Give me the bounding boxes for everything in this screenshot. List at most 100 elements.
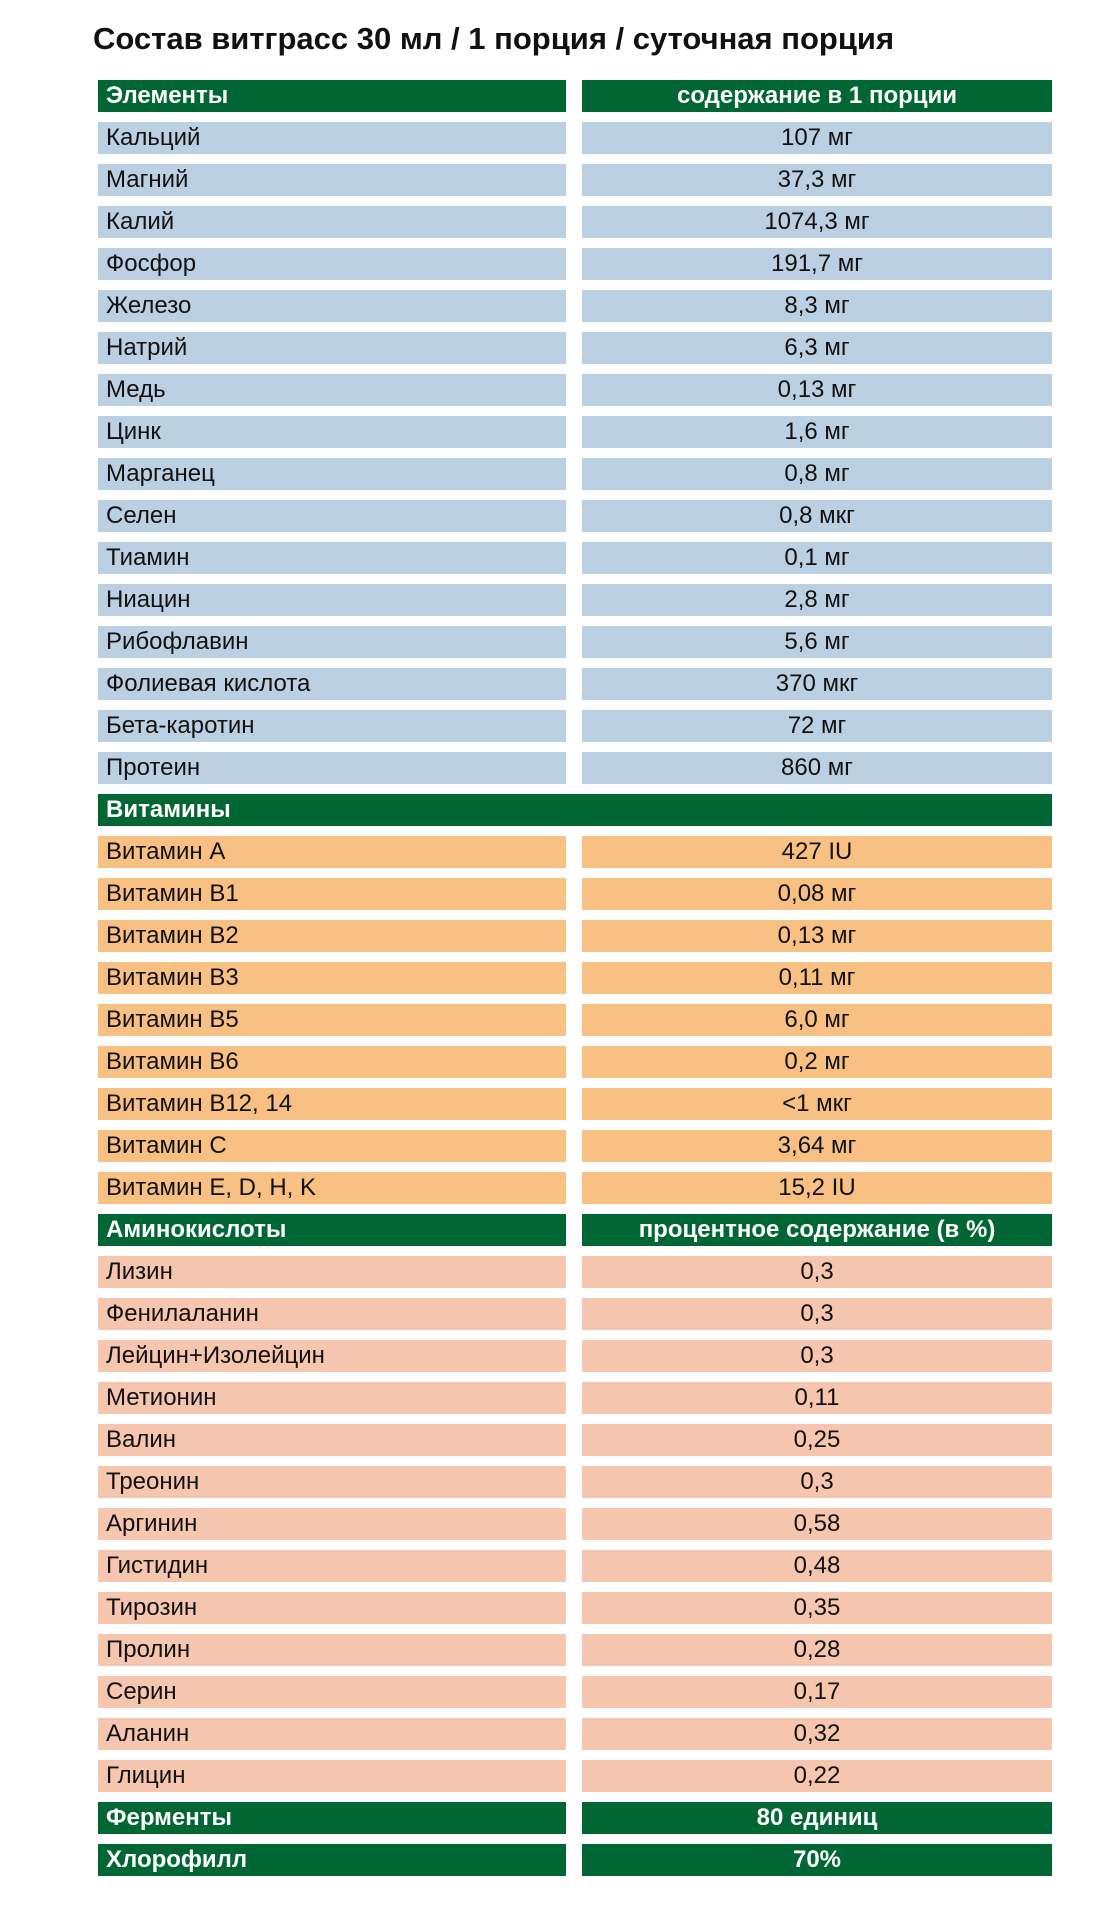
vitamin-value: <1 мкг: [582, 1088, 1052, 1120]
vitamin-value: 427 IU: [582, 836, 1052, 868]
enzymes-label: Ферменты: [98, 1802, 566, 1834]
element-row: Натрий 6,3 мг: [98, 332, 1052, 364]
vitamins-header-row: Витамины: [98, 794, 1052, 826]
vitamin-value: 6,0 мг: [582, 1004, 1052, 1036]
vitamin-row: Витамин А 427 IU: [98, 836, 1052, 868]
amino-acid-name: Валин: [98, 1424, 566, 1456]
element-value: 1074,3 мг: [582, 206, 1052, 238]
element-value: 0,8 мг: [582, 458, 1052, 490]
element-row: Ниацин 2,8 мг: [98, 584, 1052, 616]
amino-acid-name: Лейцин+Изолейцин: [98, 1340, 566, 1372]
amino-acid-value: 0,3: [582, 1340, 1052, 1372]
amino-acid-value: 0,17: [582, 1676, 1052, 1708]
amino-acid-row: Треонин 0,3: [98, 1466, 1052, 1498]
amino-header-label: Аминокислоты: [98, 1214, 566, 1246]
vitamin-name: Витамин В12, 14: [98, 1088, 566, 1120]
element-row: Железо 8,3 мг: [98, 290, 1052, 322]
amino-header-value: процентное содержание (в %): [582, 1214, 1052, 1246]
element-name: Цинк: [98, 416, 566, 448]
element-name: Фолиевая кислота: [98, 668, 566, 700]
amino-acid-value: 0,28: [582, 1634, 1052, 1666]
element-row: Фолиевая кислота 370 мкг: [98, 668, 1052, 700]
vitamin-row: Витамин В5 6,0 мг: [98, 1004, 1052, 1036]
element-row: Фосфор 191,7 мг: [98, 248, 1052, 280]
vitamin-name: Витамин В6: [98, 1046, 566, 1078]
element-value: 0,1 мг: [582, 542, 1052, 574]
element-name: Бета-каротин: [98, 710, 566, 742]
amino-acid-value: 0,3: [582, 1298, 1052, 1330]
amino-acid-name: Фенилаланин: [98, 1298, 566, 1330]
element-value: 8,3 мг: [582, 290, 1052, 322]
amino-acid-name: Серин: [98, 1676, 566, 1708]
element-value: 370 мкг: [582, 668, 1052, 700]
amino-acid-row: Аланин 0,32: [98, 1718, 1052, 1750]
amino-acid-name: Лизин: [98, 1256, 566, 1288]
element-row: Медь 0,13 мг: [98, 374, 1052, 406]
amino-header-row: Аминокислоты процентное содержание (в %): [98, 1214, 1052, 1246]
elements-header-value: содержание в 1 порции: [582, 80, 1052, 112]
element-row: Рибофлавин 5,6 мг: [98, 626, 1052, 658]
amino-acid-name: Глицин: [98, 1760, 566, 1792]
amino-acid-value: 0,58: [582, 1508, 1052, 1540]
enzymes-row: Ферменты 80 единиц: [98, 1802, 1052, 1834]
composition-table: Элементы содержание в 1 порции Кальций 10…: [98, 80, 1052, 1886]
vitamin-value: 0,13 мг: [582, 920, 1052, 952]
element-name: Калий: [98, 206, 566, 238]
element-name: Медь: [98, 374, 566, 406]
element-value: 191,7 мг: [582, 248, 1052, 280]
element-name: Марганец: [98, 458, 566, 490]
chlorophyll-label: Хлорофилл: [98, 1844, 566, 1876]
element-row: Магний 37,3 мг: [98, 164, 1052, 196]
element-value: 860 мг: [582, 752, 1052, 784]
vitamin-name: Витамин В5: [98, 1004, 566, 1036]
element-name: Натрий: [98, 332, 566, 364]
element-name: Кальций: [98, 122, 566, 154]
element-value: 2,8 мг: [582, 584, 1052, 616]
amino-acid-row: Фенилаланин 0,3: [98, 1298, 1052, 1330]
amino-acid-value: 0,3: [582, 1256, 1052, 1288]
element-value: 6,3 мг: [582, 332, 1052, 364]
elements-rows: Кальций 107 мг Магний 37,3 мг Калий 1074,3 мг…: [98, 122, 1052, 784]
element-value: 37,3 мг: [582, 164, 1052, 196]
vitamin-value: 0,08 мг: [582, 878, 1052, 910]
amino-acid-value: 0,11: [582, 1382, 1052, 1414]
element-name: Ниацин: [98, 584, 566, 616]
element-value: 0,13 мг: [582, 374, 1052, 406]
vitamins-rows: Витамин А 427 IU Витамин В1 0,08 мг Витамин …: [98, 836, 1052, 1204]
amino-acid-name: Треонин: [98, 1466, 566, 1498]
element-row: Кальций 107 мг: [98, 122, 1052, 154]
amino-acid-value: 0,22: [582, 1760, 1052, 1792]
element-name: Магний: [98, 164, 566, 196]
amino-acid-value: 0,25: [582, 1424, 1052, 1456]
elements-header-label: Элементы: [98, 80, 566, 112]
element-name: Железо: [98, 290, 566, 322]
amino-acid-row: Глицин 0,22: [98, 1760, 1052, 1792]
vitamin-row: Витамин В6 0,2 мг: [98, 1046, 1052, 1078]
vitamin-name: Витамин С: [98, 1130, 566, 1162]
chlorophyll-row: Хлорофилл 70%: [98, 1844, 1052, 1876]
element-row: Тиамин 0,1 мг: [98, 542, 1052, 574]
vitamin-row: Витамин С 3,64 мг: [98, 1130, 1052, 1162]
element-name: Рибофлавин: [98, 626, 566, 658]
amino-acid-row: Пролин 0,28: [98, 1634, 1052, 1666]
element-row: Марганец 0,8 мг: [98, 458, 1052, 490]
element-name: Фосфор: [98, 248, 566, 280]
element-name: Протеин: [98, 752, 566, 784]
element-value: 72 мг: [582, 710, 1052, 742]
element-row: Протеин 860 мг: [98, 752, 1052, 784]
amino-acid-row: Тирозин 0,35: [98, 1592, 1052, 1624]
element-value: 5,6 мг: [582, 626, 1052, 658]
element-value: 0,8 мкг: [582, 500, 1052, 532]
vitamin-row: Витамин В2 0,13 мг: [98, 920, 1052, 952]
enzymes-value: 80 единиц: [582, 1802, 1052, 1834]
amino-acid-name: Пролин: [98, 1634, 566, 1666]
amino-acid-value: 0,35: [582, 1592, 1052, 1624]
vitamin-value: 0,11 мг: [582, 962, 1052, 994]
vitamin-row: Витамин E, D, H, K 15,2 IU: [98, 1172, 1052, 1204]
vitamin-name: Витамин А: [98, 836, 566, 868]
vitamin-row: Витамин В12, 14 <1 мкг: [98, 1088, 1052, 1120]
vitamin-name: Витамин В1: [98, 878, 566, 910]
chlorophyll-value: 70%: [582, 1844, 1052, 1876]
amino-acid-value: 0,3: [582, 1466, 1052, 1498]
element-row: Селен 0,8 мкг: [98, 500, 1052, 532]
